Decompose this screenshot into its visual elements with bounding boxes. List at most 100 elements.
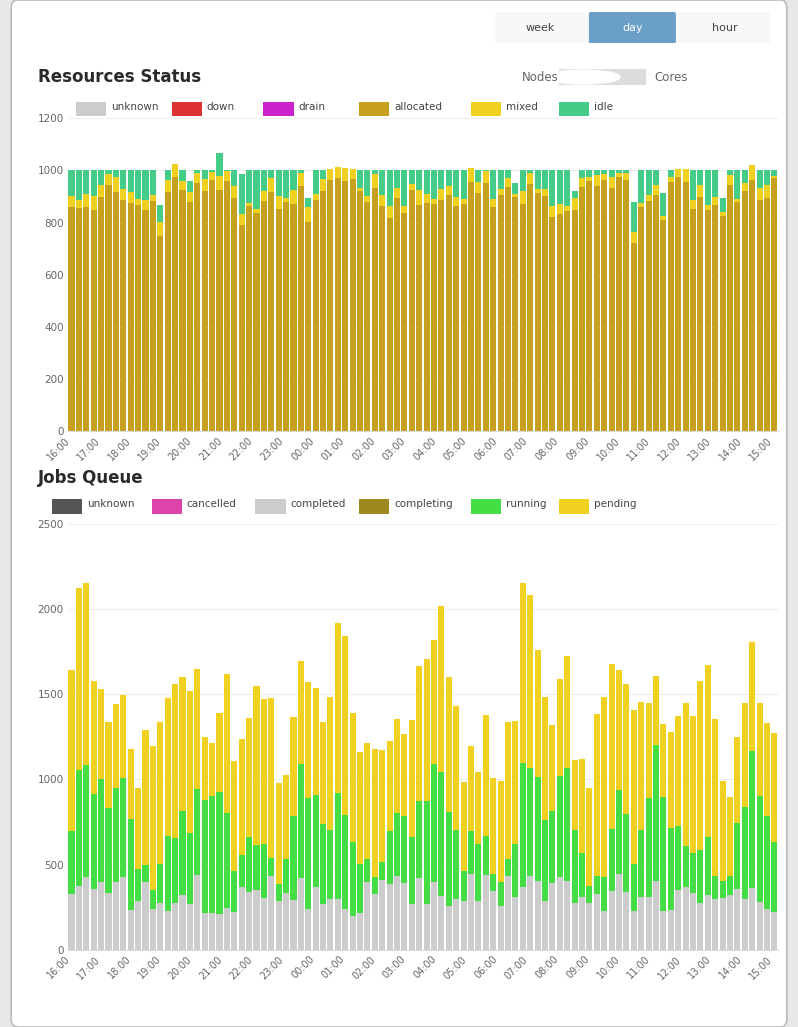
Bar xyxy=(157,722,164,865)
Bar xyxy=(290,170,297,190)
Bar xyxy=(579,170,585,178)
Bar xyxy=(83,194,89,207)
Bar xyxy=(120,190,126,199)
Bar xyxy=(180,811,185,896)
Bar xyxy=(246,892,252,950)
Bar xyxy=(616,177,622,431)
Bar xyxy=(357,864,363,913)
Bar xyxy=(261,201,267,431)
Bar xyxy=(216,713,223,792)
Bar xyxy=(727,175,733,185)
Text: mixed: mixed xyxy=(506,102,538,112)
Bar xyxy=(306,198,311,206)
Bar xyxy=(594,170,600,175)
Bar xyxy=(741,899,748,950)
Bar xyxy=(254,208,259,214)
Bar xyxy=(268,170,275,178)
Bar xyxy=(772,176,777,179)
Bar xyxy=(519,204,526,431)
Bar xyxy=(727,185,733,431)
Bar xyxy=(239,739,245,855)
Bar xyxy=(749,180,755,431)
Bar xyxy=(623,170,630,174)
Bar xyxy=(202,179,207,191)
Bar xyxy=(143,210,148,431)
Bar xyxy=(646,201,652,431)
Text: cancelled: cancelled xyxy=(187,499,236,509)
Bar xyxy=(350,842,356,916)
Bar xyxy=(113,178,119,192)
Bar xyxy=(379,750,385,863)
Bar xyxy=(290,901,297,950)
Bar xyxy=(83,207,89,431)
Bar xyxy=(157,222,164,236)
Bar xyxy=(209,796,215,913)
Bar xyxy=(69,206,74,431)
Bar xyxy=(535,881,540,950)
Bar xyxy=(727,895,733,950)
Bar xyxy=(431,764,437,881)
Bar xyxy=(483,836,489,875)
Bar xyxy=(187,202,193,431)
Bar xyxy=(105,722,112,808)
Bar xyxy=(194,875,200,950)
Bar xyxy=(76,770,82,886)
Bar xyxy=(616,173,622,177)
Bar xyxy=(224,170,230,181)
Bar xyxy=(187,904,193,950)
Bar xyxy=(164,192,171,431)
Bar xyxy=(505,178,511,187)
Bar xyxy=(638,897,644,950)
Bar xyxy=(741,183,748,191)
Bar xyxy=(498,189,504,195)
Bar xyxy=(120,199,126,431)
Bar xyxy=(342,636,348,814)
Bar xyxy=(379,863,385,879)
Bar xyxy=(209,913,215,950)
Bar xyxy=(734,823,741,888)
Bar xyxy=(483,170,489,183)
Bar xyxy=(313,170,318,193)
Bar xyxy=(224,181,230,431)
Bar xyxy=(275,196,282,210)
Bar xyxy=(549,883,555,950)
Bar xyxy=(216,792,223,914)
Circle shape xyxy=(547,70,620,84)
Bar xyxy=(105,170,112,174)
Bar xyxy=(105,174,112,185)
Bar xyxy=(394,188,400,198)
Bar xyxy=(764,816,770,909)
FancyBboxPatch shape xyxy=(496,11,583,44)
Bar xyxy=(490,778,496,874)
Bar xyxy=(749,164,755,180)
Bar xyxy=(417,665,422,801)
Bar xyxy=(180,170,185,182)
Bar xyxy=(609,178,614,188)
Bar xyxy=(535,650,540,777)
Bar xyxy=(91,794,97,889)
Bar xyxy=(202,800,207,913)
Bar xyxy=(164,181,171,192)
Bar xyxy=(512,194,519,197)
Bar xyxy=(668,170,674,178)
Bar xyxy=(91,681,97,794)
Bar xyxy=(424,193,429,202)
Bar xyxy=(372,749,378,877)
Bar xyxy=(675,169,681,177)
Bar xyxy=(275,883,282,901)
Bar xyxy=(194,789,200,875)
Bar xyxy=(438,170,444,189)
Bar xyxy=(720,881,725,898)
Bar xyxy=(757,796,763,902)
Bar xyxy=(571,191,578,198)
Text: allocated: allocated xyxy=(394,102,442,112)
Bar xyxy=(505,876,511,950)
Bar xyxy=(401,734,408,816)
Bar xyxy=(105,185,112,431)
Bar xyxy=(712,719,718,876)
Bar xyxy=(623,180,630,431)
Bar xyxy=(519,887,526,950)
Bar xyxy=(143,730,148,865)
Bar xyxy=(653,676,659,745)
Bar xyxy=(661,193,666,216)
